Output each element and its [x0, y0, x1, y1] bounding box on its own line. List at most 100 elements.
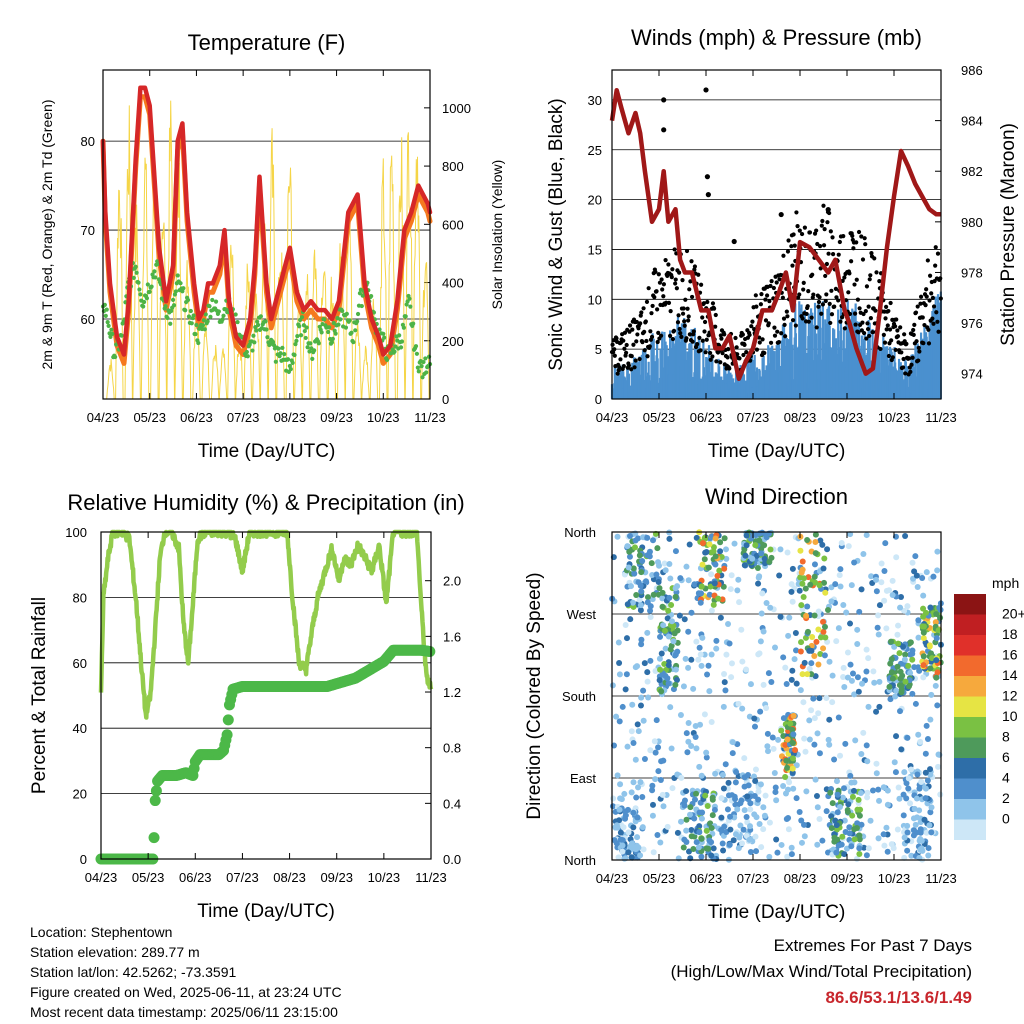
- direction-point: [657, 839, 664, 846]
- direction-point: [821, 579, 828, 586]
- direction-point: [917, 826, 924, 833]
- direction-point: [771, 769, 778, 776]
- direction-point: [937, 614, 944, 621]
- direction-point: [656, 655, 663, 662]
- gust-point: [790, 318, 796, 323]
- direction-point: [751, 715, 758, 722]
- direction-point: [904, 734, 911, 741]
- direction-point: [710, 845, 717, 852]
- direction-point: [747, 806, 754, 813]
- direction-point: [828, 825, 835, 832]
- direction-point: [888, 638, 895, 645]
- direction-point: [907, 639, 914, 646]
- direction-point: [741, 774, 748, 781]
- direction-point: [688, 827, 695, 834]
- gust-point: [622, 330, 628, 335]
- wind-bar: [698, 340, 701, 399]
- gust-point: [886, 308, 891, 314]
- direction-point: [856, 850, 863, 857]
- direction-point: [804, 603, 811, 610]
- direction-point: [666, 560, 673, 567]
- direction-point: [777, 613, 784, 620]
- direction-point: [628, 728, 635, 735]
- direction-point: [776, 572, 783, 579]
- wind-bar: [723, 362, 726, 399]
- gust-point: [641, 306, 646, 311]
- legend-label: 0: [1002, 811, 1010, 827]
- direction-point: [865, 845, 872, 852]
- dewpoint-point: [193, 331, 198, 337]
- dewpoint-point: [293, 341, 298, 347]
- rh-xtick-label: 09/23: [320, 870, 353, 885]
- dewpoint-point: [312, 348, 317, 353]
- gust-point: [668, 309, 673, 314]
- direction-point: [891, 643, 898, 650]
- gust-point: [893, 347, 898, 353]
- direction-point: [688, 833, 695, 840]
- direction-point: [849, 793, 856, 800]
- direction-point: [919, 623, 926, 630]
- direction-point: [624, 601, 631, 608]
- direction-point: [856, 832, 863, 839]
- wind-bar: [718, 366, 721, 399]
- direction-point: [644, 678, 651, 685]
- direction-point: [923, 722, 930, 729]
- direction-point: [764, 743, 771, 750]
- legend-swatch: [954, 819, 986, 840]
- direction-point: [726, 640, 733, 647]
- direction-point: [613, 713, 620, 720]
- gust-point: [674, 286, 679, 291]
- wind-bar: [624, 380, 627, 399]
- gust-point: [818, 244, 823, 249]
- direction-point: [811, 741, 818, 748]
- gust-point: [784, 309, 789, 314]
- gust-point: [873, 308, 878, 313]
- gust-point: [865, 326, 871, 332]
- dewpoint-point: [344, 311, 349, 316]
- direction-point: [884, 787, 891, 794]
- direction-point: [670, 638, 677, 645]
- direction-point: [838, 841, 845, 848]
- gust-point: [935, 319, 940, 324]
- direction-point: [741, 562, 748, 569]
- gust-point: [648, 329, 653, 334]
- gust-point: [785, 314, 790, 319]
- temp-xtick-label: 07/23: [227, 410, 260, 425]
- gust-point: [711, 306, 717, 311]
- direction-point: [778, 841, 785, 848]
- direction-point: [740, 826, 747, 833]
- direction-point: [809, 634, 816, 641]
- wind-bar: [641, 350, 645, 399]
- direction-point: [614, 772, 621, 779]
- direction-point: [812, 531, 819, 538]
- gust-point: [933, 245, 938, 250]
- gust-point: [931, 304, 937, 309]
- direction-point: [800, 821, 807, 828]
- direction-point: [741, 755, 748, 762]
- direction-point: [909, 559, 916, 566]
- gust-point: [626, 363, 632, 368]
- gust-point: [791, 232, 796, 237]
- direction-point: [790, 712, 797, 719]
- direction-point: [630, 565, 637, 572]
- direction-point: [845, 543, 852, 550]
- direction-point: [832, 817, 839, 824]
- direction-point: [653, 571, 660, 578]
- gust-point: [673, 281, 678, 286]
- direction-point: [820, 618, 827, 625]
- direction-point: [847, 661, 854, 668]
- dewpoint-point: [221, 313, 226, 318]
- gust-point: [656, 272, 661, 277]
- wind-bar: [634, 361, 637, 399]
- pressure-y2tick-label: 982: [961, 164, 983, 179]
- gust-point: [836, 252, 841, 257]
- direction-point: [848, 582, 855, 589]
- wind-bar: [663, 331, 666, 399]
- direction-point: [801, 833, 808, 840]
- direction-point: [641, 755, 648, 762]
- direction-point: [639, 558, 646, 565]
- wind-bar: [884, 346, 887, 399]
- legend-swatch: [954, 655, 986, 676]
- direction-point: [782, 790, 789, 797]
- direction-point: [933, 657, 940, 664]
